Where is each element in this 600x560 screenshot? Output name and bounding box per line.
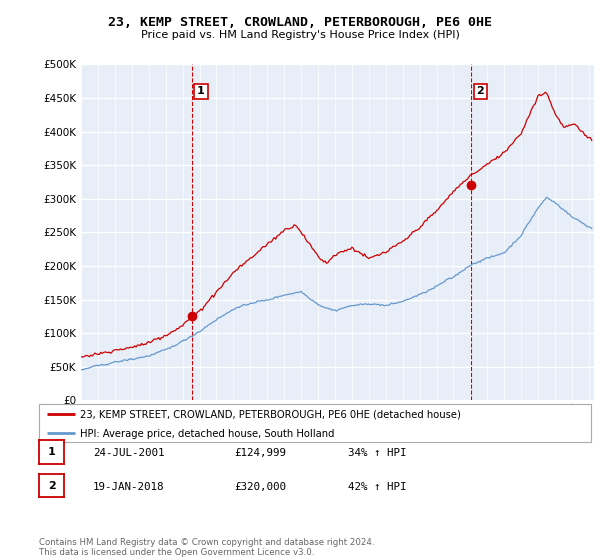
Text: 42% ↑ HPI: 42% ↑ HPI [348, 482, 407, 492]
Text: HPI: Average price, detached house, South Holland: HPI: Average price, detached house, Sout… [80, 429, 335, 439]
Text: Contains HM Land Registry data © Crown copyright and database right 2024.
This d: Contains HM Land Registry data © Crown c… [39, 538, 374, 557]
Text: 34% ↑ HPI: 34% ↑ HPI [348, 448, 407, 458]
Text: £124,999: £124,999 [234, 448, 286, 458]
Text: 2: 2 [476, 86, 484, 96]
Text: 23, KEMP STREET, CROWLAND, PETERBOROUGH, PE6 0HE (detached house): 23, KEMP STREET, CROWLAND, PETERBOROUGH,… [80, 410, 461, 420]
Text: 1: 1 [48, 447, 55, 457]
Text: Price paid vs. HM Land Registry's House Price Index (HPI): Price paid vs. HM Land Registry's House … [140, 30, 460, 40]
Text: £320,000: £320,000 [234, 482, 286, 492]
Text: 23, KEMP STREET, CROWLAND, PETERBOROUGH, PE6 0HE: 23, KEMP STREET, CROWLAND, PETERBOROUGH,… [108, 16, 492, 29]
Text: 1: 1 [197, 86, 205, 96]
Text: 24-JUL-2001: 24-JUL-2001 [93, 448, 164, 458]
Text: 19-JAN-2018: 19-JAN-2018 [93, 482, 164, 492]
Text: 2: 2 [48, 480, 55, 491]
